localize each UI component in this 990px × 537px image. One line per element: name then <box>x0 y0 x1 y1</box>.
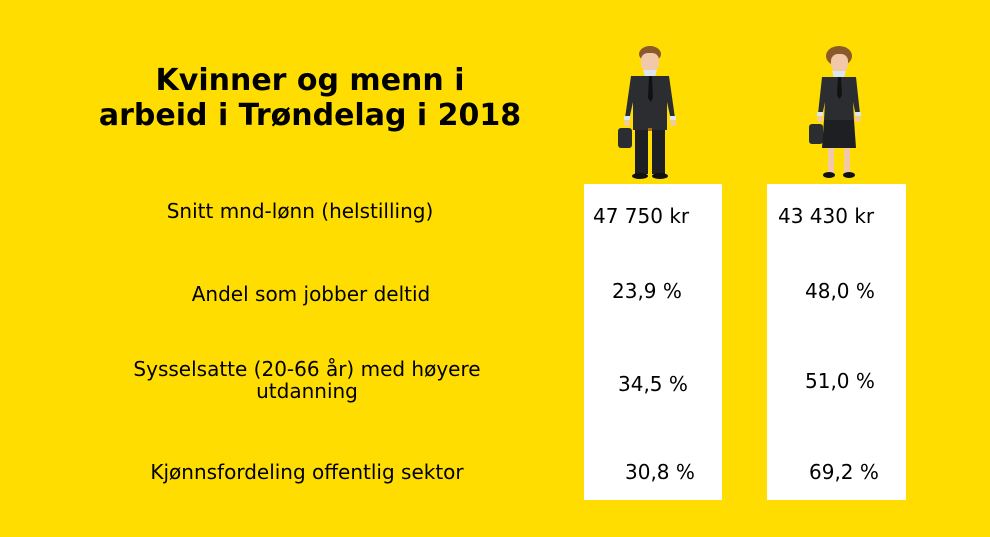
men-education-value: 34,5 % <box>618 372 688 396</box>
row-label-education-line-1: Sysselsatte (20-66 år) med høyere <box>133 357 481 381</box>
businessman-icon <box>618 46 676 179</box>
row-label-education-line-2: utdanning <box>256 379 358 403</box>
women-education-value: 51,0 % <box>805 369 875 393</box>
men-values-card <box>584 184 722 500</box>
men-parttime-value: 23,9 % <box>612 279 682 303</box>
row-label-parttime: Andel som jobber deltid <box>191 282 431 306</box>
row-label-public-sector: Kjønnsfordeling offentlig sektor <box>150 460 464 484</box>
women-public-sector-value: 69,2 % <box>809 460 879 484</box>
men-salary-value: 47 750 kr <box>593 204 690 228</box>
row-label-education: Sysselsatte (20-66 år) med høyere utdann… <box>72 358 542 402</box>
title-line-1: Kvinner og menn i <box>155 63 465 98</box>
title-line-2: arbeid i Trøndelag i 2018 <box>98 98 522 133</box>
businesswoman-icon <box>809 46 861 178</box>
men-public-sector-value: 30,8 % <box>625 460 695 484</box>
page-title: Kvinner og menn i arbeid i Trøndelag i 2… <box>60 63 560 133</box>
row-label-salary: Snitt mnd-lønn (helstilling) <box>166 199 434 223</box>
women-salary-value: 43 430 kr <box>778 204 875 228</box>
women-values-card <box>767 184 906 500</box>
women-parttime-value: 48,0 % <box>805 279 875 303</box>
